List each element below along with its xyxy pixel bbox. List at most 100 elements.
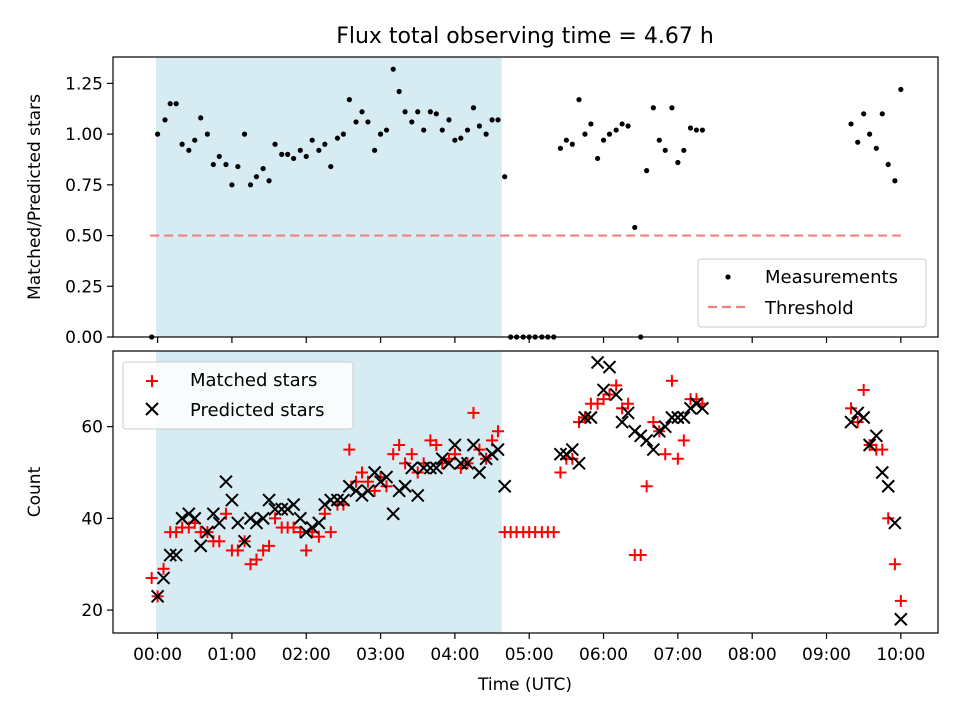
predicted-stars-point — [584, 410, 598, 425]
measurements-point — [415, 109, 421, 115]
predicted-stars-point — [262, 493, 276, 507]
measurements-point — [476, 123, 483, 129]
predicted-stars-point — [590, 355, 605, 370]
predicted-stars-point — [212, 516, 226, 530]
matched-stars-point — [665, 374, 678, 387]
predicted-stars-point — [609, 387, 623, 402]
predicted-stars-point — [491, 442, 505, 457]
matched-stars-point — [213, 535, 226, 548]
predicted-stars-point — [888, 516, 902, 530]
matched-stars-point — [845, 402, 858, 415]
y-tick-label: 1.25 — [65, 74, 103, 94]
matched-stars-point — [677, 434, 690, 447]
matched-stars-point — [554, 466, 567, 479]
predicted-stars-point — [665, 410, 679, 425]
predicted-stars-point — [200, 525, 215, 539]
x-tick-label: 06:00 — [579, 645, 628, 665]
predicted-stars-point — [602, 360, 617, 374]
x-tick-label: 00:00 — [133, 645, 182, 665]
measurements-point — [439, 127, 445, 133]
measurements-point — [885, 161, 891, 168]
measurements-point — [285, 151, 291, 157]
measurements-point — [502, 174, 508, 180]
count-plot-frame — [112, 350, 939, 634]
predicted-stars-point — [336, 493, 351, 507]
measurement-points — [149, 66, 904, 340]
measurements-point — [619, 121, 625, 127]
predicted-stars-point — [405, 461, 419, 475]
predicted-stars-point — [156, 571, 171, 585]
x-tick-label: 05:00 — [505, 645, 554, 665]
predicted-stars-point — [225, 493, 239, 507]
predicted-stars-point — [423, 461, 438, 475]
predicted-stars-point — [429, 461, 444, 475]
measurements-point — [606, 131, 613, 137]
predicted-stars-point — [286, 497, 301, 512]
ratio-y-axis-label: Matched/Predicted stars — [25, 94, 45, 300]
matched-stars-point — [287, 521, 300, 534]
count-legend: Matched stars Predicted stars — [122, 361, 354, 430]
predicted-stars-point — [206, 507, 221, 521]
matched-stars-point — [361, 475, 374, 488]
measurements-point — [229, 182, 235, 188]
y-tick-label: 60 — [81, 418, 103, 438]
y-tick-label: 0.00 — [65, 328, 103, 348]
x-tick-label: 07:00 — [653, 645, 702, 665]
predicted-stars-point — [188, 511, 202, 526]
matched-stars-point — [387, 448, 400, 461]
x-tick-label: 03:00 — [356, 645, 405, 665]
measurements-point — [452, 137, 458, 143]
measurements-point — [260, 165, 266, 172]
measurements-point — [458, 135, 464, 141]
measurements-point — [563, 137, 569, 143]
matched-stars-point — [888, 558, 901, 571]
x-tick-label: 09:00 — [802, 645, 851, 665]
predicted-stars-point — [237, 534, 252, 548]
measurements-point — [855, 139, 861, 145]
predicted-stars-point — [367, 465, 382, 480]
measurements-point — [613, 127, 619, 133]
matched-stars-point — [894, 594, 907, 607]
y-tick-label: 1.00 — [65, 125, 103, 145]
measurements-point — [495, 117, 501, 123]
y-tick-label: 0.75 — [65, 176, 103, 196]
ratio-legend: Measurements Threshold — [697, 258, 927, 328]
measurements-point — [861, 111, 867, 117]
measurements-point — [291, 155, 297, 162]
measurements-point — [162, 117, 168, 123]
predicted-stars-point — [894, 612, 908, 626]
matched-stars-point — [882, 512, 895, 525]
measurements-point — [272, 141, 278, 147]
predicted-stars-point — [305, 520, 319, 535]
predicted-stars-point — [448, 438, 462, 452]
matched-stars-point — [145, 571, 158, 584]
matched-stars-point — [876, 443, 889, 456]
matched-stars-point — [492, 425, 504, 438]
matched-stars-point — [547, 526, 560, 539]
predicted-stars-point — [275, 502, 289, 516]
measurements-point — [316, 147, 322, 153]
measurements-point — [892, 178, 898, 184]
predicted-stars-point — [677, 410, 691, 425]
measurements-point — [669, 105, 675, 111]
matched-stars-point — [430, 439, 443, 451]
matched-stars-point — [250, 553, 263, 566]
measurements-point — [383, 127, 390, 133]
legend-matched-label: Matched stars — [190, 370, 317, 391]
x-tick-label: 01:00 — [207, 645, 256, 665]
measurements-point — [186, 147, 192, 153]
measurements-point — [253, 174, 260, 180]
measurements-point — [632, 224, 638, 231]
predicted-stars-point — [312, 516, 326, 530]
measurements-point — [353, 119, 359, 125]
measurements-point — [372, 147, 378, 153]
predicted-stars-point — [249, 516, 264, 530]
predicted-stars-point — [435, 452, 449, 466]
measurements-point — [650, 105, 656, 111]
ratio-y-ticks: 0.00 0.25 0.50 0.75 1.00 1.25 — [65, 74, 113, 348]
matched-stars-point — [157, 562, 170, 575]
predicted-stars-point — [695, 401, 710, 416]
legend-measurements-label: Measurements — [765, 267, 898, 288]
predicted-stars-point — [193, 539, 208, 553]
predicted-stars-point — [565, 442, 580, 457]
